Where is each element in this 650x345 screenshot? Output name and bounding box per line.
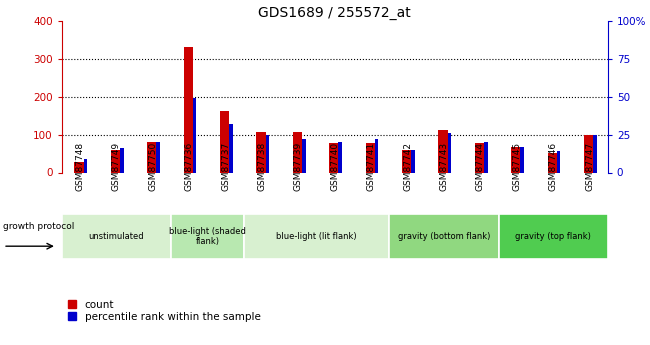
Text: growth protocol: growth protocol [3,222,75,231]
Bar [484,142,488,172]
Bar [148,142,157,172]
Bar [439,130,448,172]
FancyBboxPatch shape [244,214,389,259]
Bar [402,150,411,172]
Text: blue-light (shaded
flank): blue-light (shaded flank) [169,227,246,246]
Bar [75,162,84,172]
Bar [512,147,521,172]
FancyBboxPatch shape [62,214,171,259]
Bar [475,143,484,172]
Bar [220,111,229,172]
Bar [293,131,302,172]
Bar [366,143,375,172]
Text: GSM87749: GSM87749 [112,142,121,191]
Legend: count, percentile rank within the sample: count, percentile rank within the sample [67,298,261,323]
Text: GSM87742: GSM87742 [403,142,412,191]
FancyBboxPatch shape [171,214,244,259]
Text: GSM87748: GSM87748 [75,142,84,191]
Text: GSM87744: GSM87744 [476,142,485,191]
Text: gravity (bottom flank): gravity (bottom flank) [398,232,490,241]
Text: GSM87743: GSM87743 [439,142,448,191]
Bar [257,131,266,172]
Text: blue-light (lit flank): blue-light (lit flank) [276,232,357,241]
Text: GSM87740: GSM87740 [330,142,339,191]
Bar [339,142,342,172]
FancyBboxPatch shape [389,214,499,259]
Bar [184,47,193,172]
Title: GDS1689 / 255572_at: GDS1689 / 255572_at [259,6,411,20]
Bar [557,151,560,172]
FancyBboxPatch shape [499,214,608,259]
Bar [229,124,233,172]
Text: GSM87746: GSM87746 [549,142,558,191]
Bar [448,133,451,172]
Bar [84,159,87,172]
Text: GSM87745: GSM87745 [512,142,521,191]
Text: GSM87736: GSM87736 [185,142,194,191]
Text: GSM87737: GSM87737 [221,142,230,191]
Text: GSM87739: GSM87739 [294,142,303,191]
Text: GSM87738: GSM87738 [257,142,266,191]
Bar [584,135,593,172]
Bar [266,135,269,172]
Bar [193,98,196,172]
Bar [521,147,524,172]
Bar [120,148,124,172]
Bar [111,150,120,172]
Bar [302,139,305,172]
Bar [548,153,557,172]
Text: gravity (top flank): gravity (top flank) [515,232,591,241]
Text: GSM87741: GSM87741 [367,142,376,191]
Bar [593,135,597,172]
Text: unstimulated: unstimulated [88,232,144,241]
Bar [157,142,160,172]
Text: GSM87750: GSM87750 [148,142,157,191]
Text: GSM87747: GSM87747 [585,142,594,191]
Bar [330,143,339,172]
Bar [375,139,378,172]
Bar [411,150,415,172]
